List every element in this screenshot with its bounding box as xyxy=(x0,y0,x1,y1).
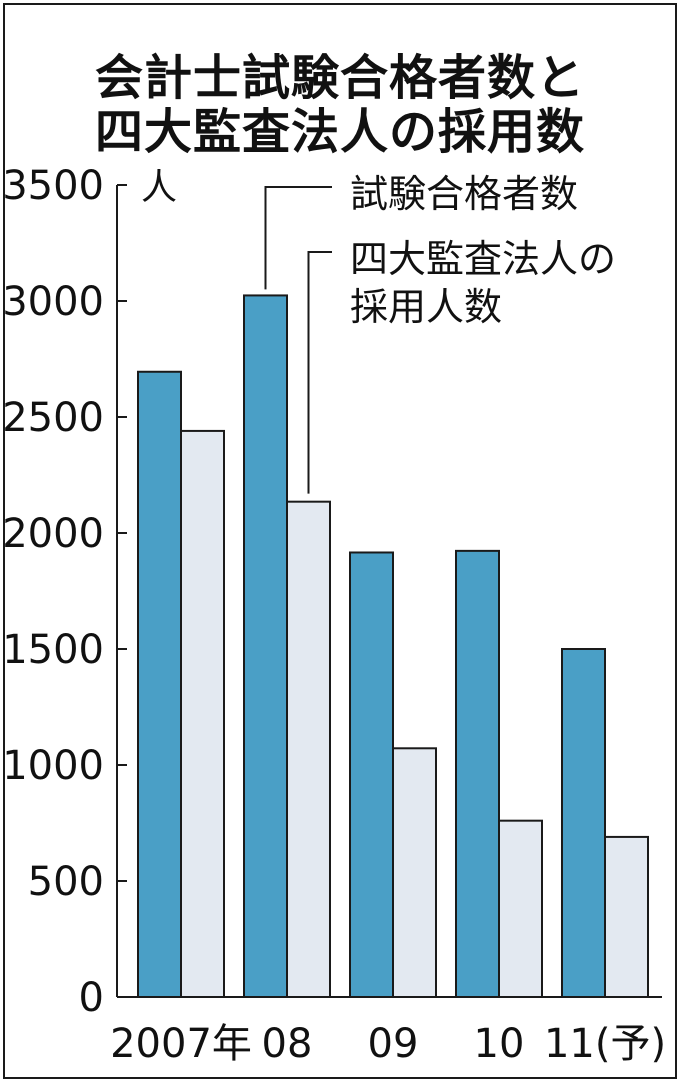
x-category-label: 08 xyxy=(262,1021,313,1067)
bar-series-2-11(予) xyxy=(604,835,649,998)
x-category-label: 09 xyxy=(368,1021,419,1067)
x-category-label: 2007年 xyxy=(110,1021,252,1067)
legend-label-series-2: 採用人数 xyxy=(350,285,502,329)
bar-series-1-08 xyxy=(243,294,288,998)
y-tick-label: 0 xyxy=(79,975,104,1021)
chart-title-line-2: 四大監査法人の採用数 xyxy=(94,104,585,160)
y-tick-label: 3000 xyxy=(2,279,104,325)
legend-label-series-2: 四大監査法人の xyxy=(350,237,616,281)
bar-series-2-10 xyxy=(498,819,543,998)
bar-series-2-2007年 xyxy=(180,429,225,999)
bar-series-2-09 xyxy=(392,747,437,999)
y-tick-label: 500 xyxy=(28,859,104,905)
x-category-label: 11(予) xyxy=(544,1021,666,1067)
bar-series-2-08 xyxy=(286,500,331,998)
y-axis-unit-label: 人 xyxy=(141,167,177,208)
legend-label-series-1: 試験合格者数 xyxy=(350,172,578,216)
bar-series-1-10 xyxy=(455,549,500,998)
legend-leader-series-1 xyxy=(264,186,332,290)
bar-series-1-2007年 xyxy=(137,370,182,998)
y-tick-label: 3500 xyxy=(2,163,104,209)
x-category-label: 10 xyxy=(474,1021,525,1067)
chart-title-line-1: 会計士試験合格者数と xyxy=(94,50,585,106)
y-tick-label: 1500 xyxy=(2,627,104,673)
legend-leader-series-2 xyxy=(307,251,332,494)
bar-series-1-11(予) xyxy=(561,648,606,998)
y-tick-label: 1000 xyxy=(2,743,104,789)
bar-series-1-09 xyxy=(349,551,394,998)
y-tick-label: 2500 xyxy=(2,395,104,441)
y-tick-label: 2000 xyxy=(2,511,104,557)
